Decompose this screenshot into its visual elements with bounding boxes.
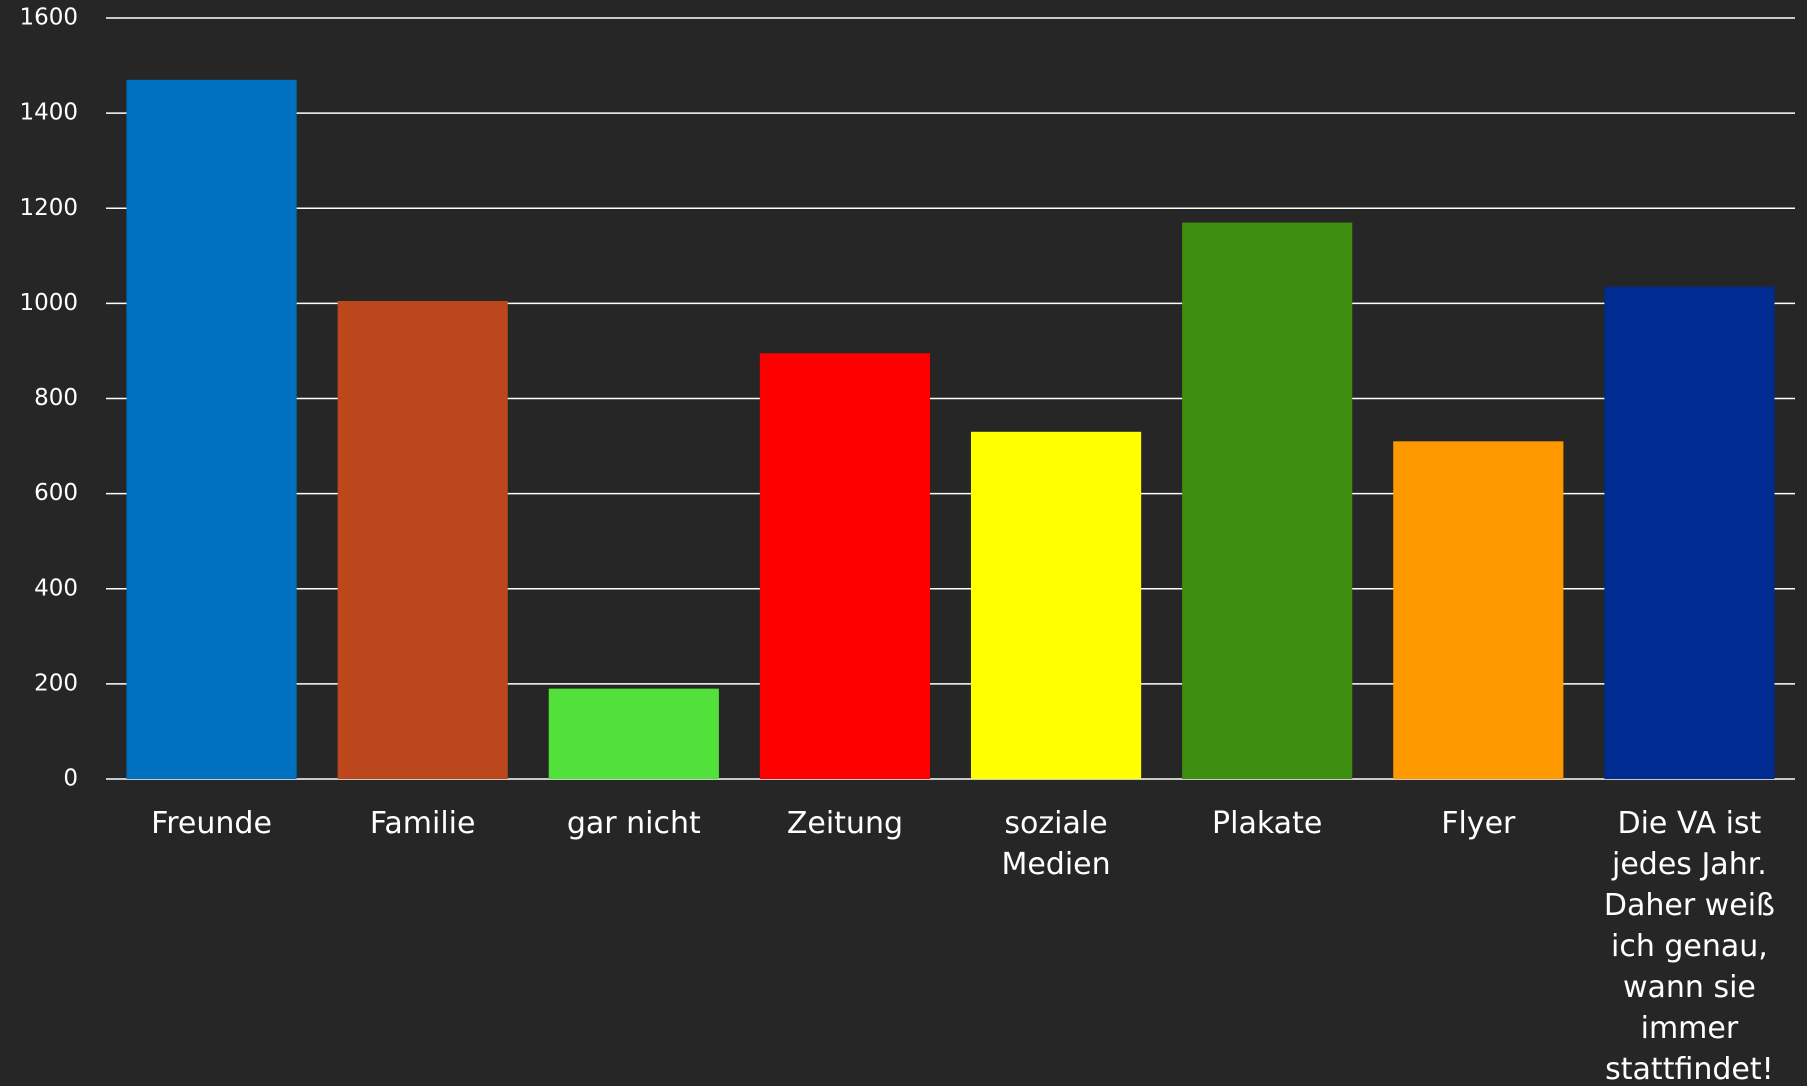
x-tick-label: Freunde (151, 806, 272, 841)
y-tick-label: 1600 (19, 5, 78, 31)
bar (970, 431, 1142, 779)
bar (1182, 222, 1353, 780)
x-tick-label: Zeitung (786, 806, 904, 841)
bar (1393, 441, 1564, 779)
x-tick-label: Flyer (1441, 806, 1516, 841)
bar (548, 688, 719, 779)
y-tick-label: 1000 (19, 290, 78, 316)
bar (759, 353, 931, 779)
y-tick-label: 800 (34, 385, 78, 411)
y-tick-label: 400 (34, 575, 78, 601)
x-tick-label: soziale Medien (1001, 806, 1111, 882)
bar (1604, 286, 1775, 779)
y-tick-label: 200 (34, 670, 78, 696)
y-tick-label: 1200 (19, 195, 78, 221)
y-tick-label: 600 (34, 480, 78, 506)
x-tick-label: Familie (369, 806, 476, 841)
y-tick-label: 1400 (19, 100, 78, 126)
x-tick-label: gar nicht (566, 806, 701, 841)
x-tick-label: Plakate (1212, 806, 1323, 841)
y-tick-label: 0 (63, 766, 78, 792)
x-tick-label: Die VA ist jedes Jahr. Daher weiß ich ge… (1603, 806, 1775, 1086)
bar (126, 79, 297, 780)
bar (337, 300, 508, 779)
